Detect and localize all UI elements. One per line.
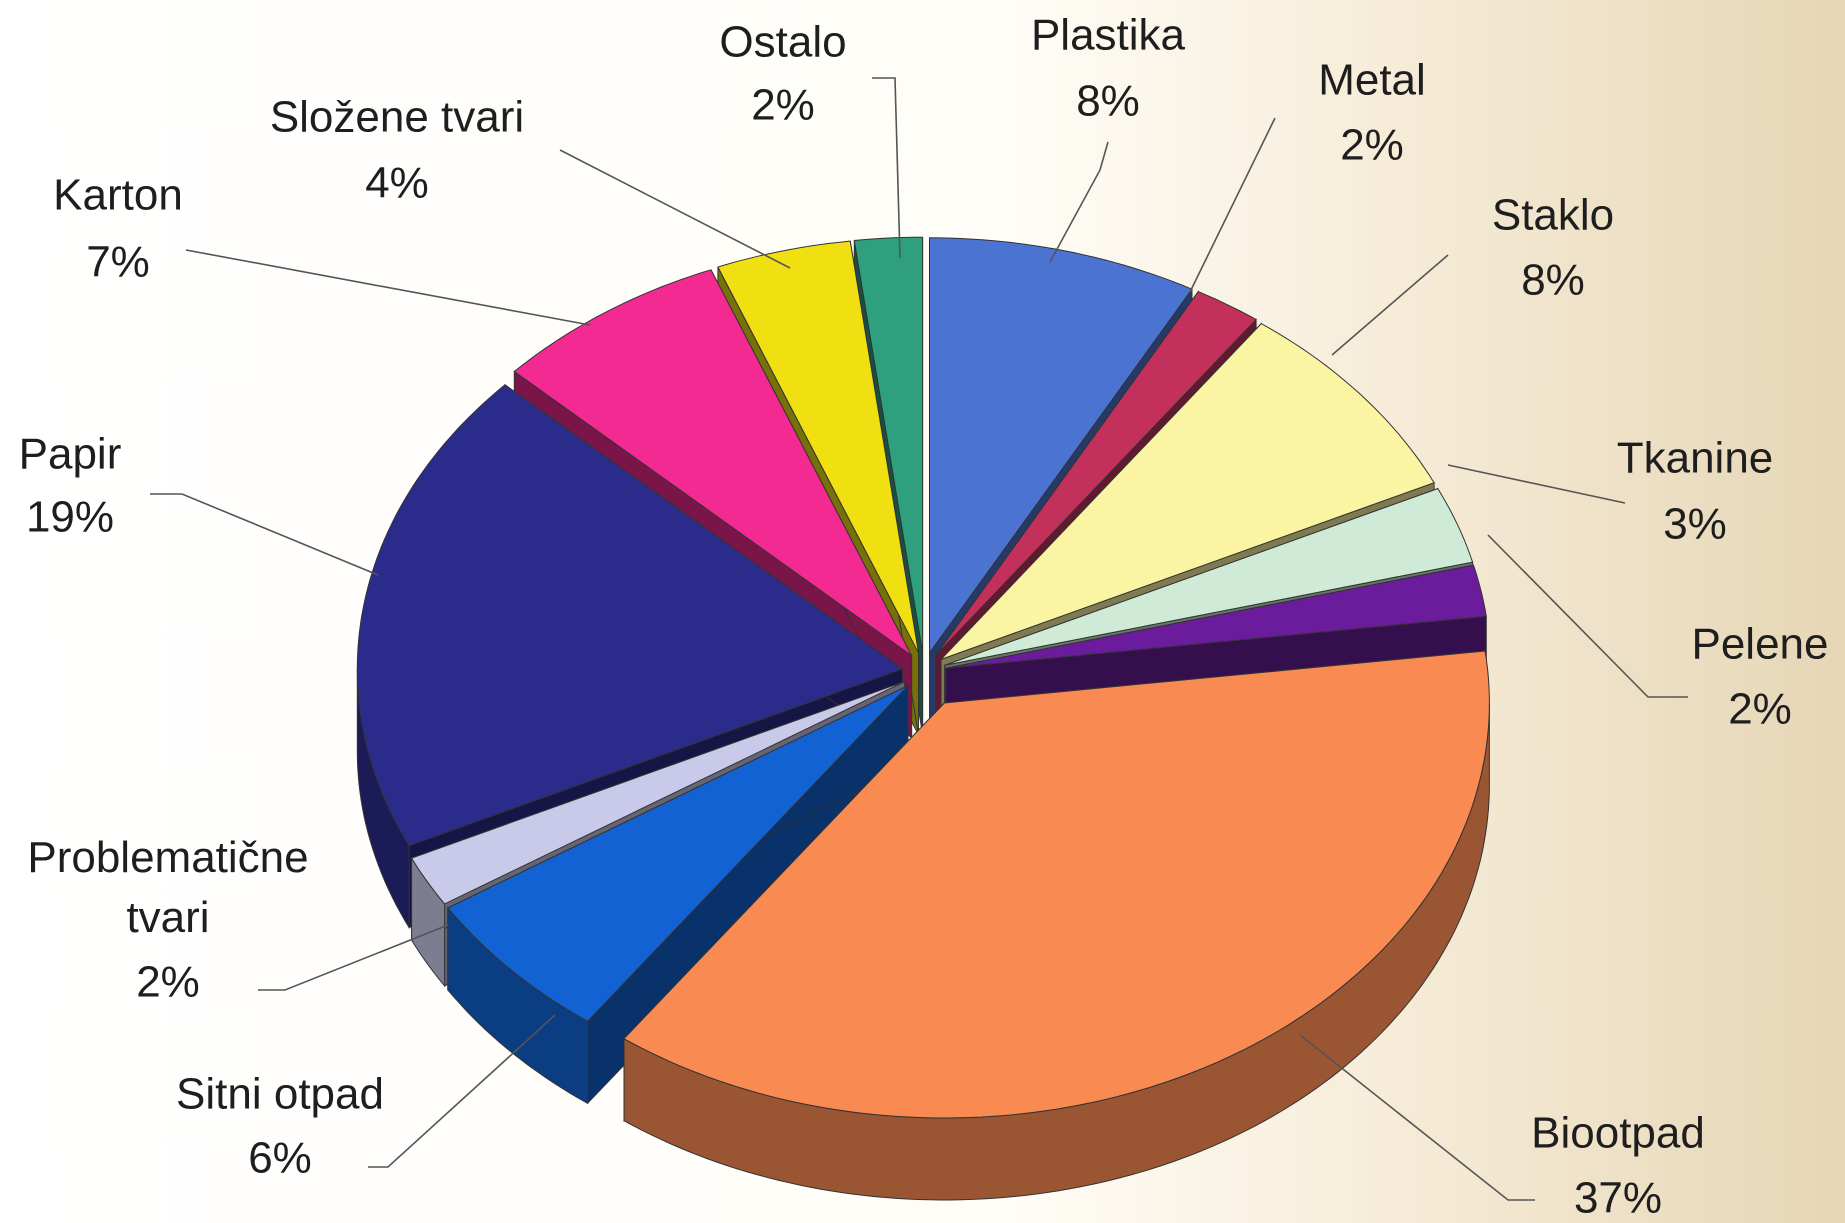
value-label: 2% — [751, 81, 815, 130]
leader-line — [1189, 117, 1276, 293]
labels: Plastika 8% Metal 2% Staklo 8% Tkanine 3% Pelene… — [19, 11, 1829, 1223]
value-label: 3% — [1663, 500, 1727, 549]
value-label: 19% — [26, 493, 114, 542]
slice — [356, 384, 904, 847]
category-label: Biootpad — [1531, 1109, 1705, 1158]
leader-line — [1331, 254, 1449, 356]
slice — [929, 237, 1193, 655]
slice — [945, 564, 1487, 669]
value-label: 2% — [136, 958, 200, 1007]
value-label: 2% — [1340, 121, 1404, 170]
pie — [356, 236, 1490, 1201]
slice — [513, 269, 913, 657]
slice — [717, 240, 919, 654]
slice — [410, 681, 905, 905]
leader-line — [872, 77, 901, 259]
category-label: Tkanine — [1617, 434, 1774, 483]
leader-line — [258, 924, 449, 991]
value-label: 6% — [248, 1134, 312, 1183]
leader-line — [1487, 534, 1688, 698]
category-label: Karton — [53, 171, 183, 220]
category-label: Problematične tvari — [27, 833, 308, 942]
category-label: Sitni otpad — [176, 1070, 384, 1119]
slice — [853, 236, 924, 653]
category-label: Složene tvari — [270, 93, 524, 142]
leader-line — [1049, 141, 1109, 263]
slice — [446, 685, 909, 1022]
leader-line — [1447, 464, 1626, 504]
slice — [623, 650, 1490, 1119]
leader-line — [185, 249, 591, 326]
value-label: 4% — [365, 159, 429, 208]
value-label: 7% — [86, 238, 150, 287]
category-label: Staklo — [1492, 191, 1614, 240]
slice — [944, 487, 1474, 666]
category-label: Metal — [1318, 56, 1426, 105]
leader-line — [1299, 1034, 1535, 1201]
slice — [935, 290, 1257, 656]
category-label: Papir — [19, 430, 122, 479]
category-label: Ostalo — [719, 18, 846, 67]
value-label: 2% — [1728, 685, 1792, 734]
value-label: 37% — [1574, 1174, 1662, 1223]
leader-line — [150, 493, 379, 576]
leader-line — [559, 149, 791, 269]
category-label: Pelene — [1691, 620, 1828, 669]
value-label: 8% — [1076, 77, 1140, 126]
value-label: 8% — [1521, 256, 1585, 305]
leader-line — [368, 1014, 556, 1168]
slice — [940, 322, 1435, 660]
category-label: Plastika — [1031, 11, 1186, 60]
